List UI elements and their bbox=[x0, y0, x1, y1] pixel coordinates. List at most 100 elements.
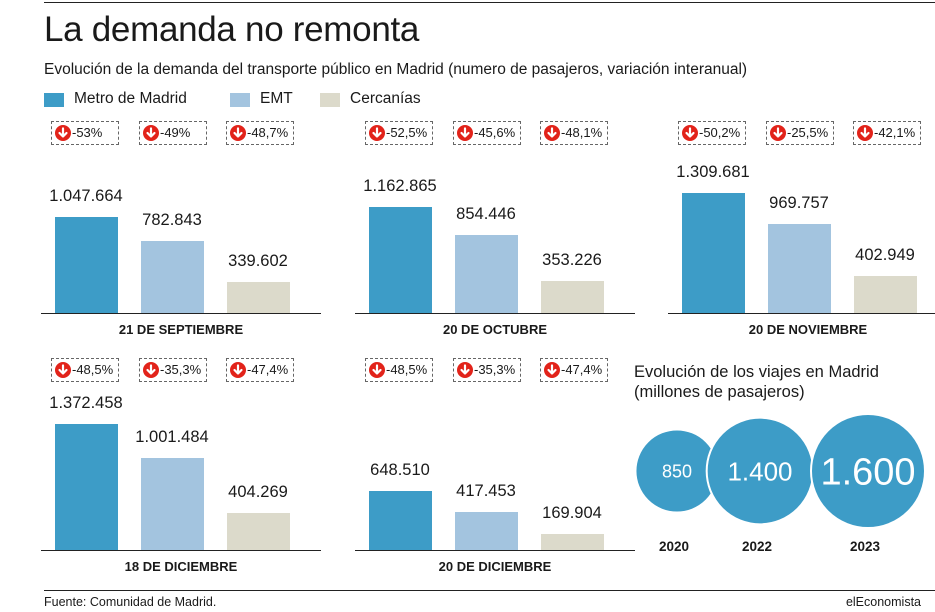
bar-value-label: 417.453 bbox=[456, 482, 516, 500]
bar-value-label: 353.226 bbox=[542, 251, 602, 269]
trips-title-line1: Evolución de los viajes en Madrid bbox=[634, 363, 879, 381]
trips-bubble-label: 1.400 bbox=[727, 456, 792, 486]
trips-title-line2: (millones de pasajeros) bbox=[634, 383, 805, 401]
arrow-down-icon bbox=[143, 362, 159, 378]
bar-value-label: 1.001.484 bbox=[135, 428, 209, 446]
change-value: -45,6% bbox=[474, 125, 516, 140]
bar-value-label: 782.843 bbox=[142, 211, 202, 229]
bar-panel: -53% 1.047.664 -49% 782.843 -48,7% 339.602 21 … bbox=[41, 121, 321, 337]
bar bbox=[854, 276, 917, 313]
bar bbox=[768, 224, 831, 313]
trips-year-label: 2020 bbox=[659, 539, 690, 554]
trips-bubble-label: 850 bbox=[662, 461, 692, 481]
bar bbox=[227, 513, 290, 550]
footer-rule bbox=[44, 590, 935, 591]
bar-value-label: 648.510 bbox=[370, 461, 430, 479]
arrow-down-icon bbox=[143, 125, 159, 141]
page-title: La demanda no remonta bbox=[44, 10, 420, 49]
bar-value-label: 1.309.681 bbox=[676, 163, 750, 181]
change-value: -35,3% bbox=[474, 362, 516, 377]
arrow-down-icon bbox=[230, 125, 246, 141]
trips-bubble-label: 1.600 bbox=[820, 452, 915, 494]
change-value: -48,7% bbox=[247, 125, 289, 140]
change-value: -52,5% bbox=[386, 125, 428, 140]
trips-year-label: 2022 bbox=[742, 539, 773, 554]
legend-label-cercanias: Cercanías bbox=[350, 90, 421, 107]
change-badge: -25,5% bbox=[766, 121, 834, 145]
bar-value-label: 1.372.458 bbox=[49, 394, 123, 412]
arrow-down-icon bbox=[55, 125, 71, 141]
change-badge: -48,5% bbox=[51, 358, 119, 382]
arrow-down-icon bbox=[544, 362, 560, 378]
change-badge: -48,1% bbox=[540, 121, 608, 145]
change-value: -35,3% bbox=[160, 362, 202, 377]
change-value: -25,5% bbox=[787, 125, 829, 140]
change-value: -47,4% bbox=[247, 362, 289, 377]
top-rule bbox=[44, 2, 935, 3]
bar bbox=[682, 193, 745, 313]
bar bbox=[55, 424, 118, 550]
change-badge: -52,5% bbox=[365, 121, 433, 145]
panel-baseline bbox=[41, 550, 321, 551]
arrow-down-icon bbox=[770, 125, 786, 141]
page-subtitle: Evolución de la demanda del transporte p… bbox=[44, 61, 748, 78]
change-value: -48,1% bbox=[561, 125, 603, 140]
bar bbox=[541, 534, 604, 550]
change-badge: -48,5% bbox=[365, 358, 433, 382]
trips-year-label: 2023 bbox=[850, 539, 881, 554]
arrow-down-icon bbox=[682, 125, 698, 141]
arrow-down-icon bbox=[369, 125, 385, 141]
trips-bubble-chart: 850 1.400 1.600 bbox=[634, 413, 925, 529]
bar-value-label: 1.047.664 bbox=[49, 187, 123, 205]
panel-date-label: 20 DE DICIEMBRE bbox=[438, 559, 552, 574]
bar-panel: -48,5% 1.372.458 -35,3% 1.001.484 -47,4% 404.… bbox=[41, 358, 321, 574]
panel-baseline bbox=[355, 550, 635, 551]
arrow-down-icon bbox=[544, 125, 560, 141]
legend-swatch-metro bbox=[44, 93, 64, 107]
panel-date-label: 21 DE SEPTIEMBRE bbox=[118, 322, 244, 337]
change-value: -53% bbox=[72, 125, 103, 140]
arrow-down-icon bbox=[369, 362, 385, 378]
change-badge: -47,4% bbox=[226, 358, 294, 382]
panel-baseline bbox=[668, 313, 935, 314]
change-badge: -35,3% bbox=[453, 358, 521, 382]
bar-value-label: 404.269 bbox=[228, 483, 288, 501]
arrow-down-icon bbox=[457, 362, 473, 378]
source-note: Fuente: Comunidad de Madrid. bbox=[44, 595, 217, 609]
bar-value-label: 402.949 bbox=[855, 246, 915, 264]
change-value: -50,2% bbox=[699, 125, 741, 140]
panel-baseline bbox=[41, 313, 321, 314]
arrow-down-icon bbox=[857, 125, 873, 141]
panel-date-label: 20 DE OCTUBRE bbox=[442, 322, 548, 337]
legend-label-metro: Metro de Madrid bbox=[74, 90, 187, 107]
change-value: -48,5% bbox=[386, 362, 428, 377]
bar bbox=[141, 241, 204, 313]
bar-value-label: 969.757 bbox=[769, 194, 829, 212]
bar-panel: -50,2% 1.309.681 -25,5% 969.757 -42,1% 402.94… bbox=[668, 121, 935, 337]
change-badge: -50,2% bbox=[678, 121, 746, 145]
bar-value-label: 339.602 bbox=[228, 252, 288, 270]
change-badge: -53% bbox=[51, 121, 119, 145]
panel-baseline bbox=[355, 313, 635, 314]
brand-logo: elEconomista bbox=[845, 595, 921, 609]
change-value: -47,4% bbox=[561, 362, 603, 377]
bar-value-label: 854.446 bbox=[456, 205, 516, 223]
bar bbox=[455, 235, 518, 313]
panel-date-label: 18 DE DICIEMBRE bbox=[124, 559, 238, 574]
bar bbox=[141, 458, 204, 550]
change-badge: -47,4% bbox=[540, 358, 608, 382]
trips-bubble bbox=[810, 413, 925, 529]
trips-chart-title: Evolución de los viajes en Madrid (millo… bbox=[634, 362, 879, 402]
change-badge: -35,3% bbox=[139, 358, 207, 382]
arrow-down-icon bbox=[230, 362, 246, 378]
bar-panel: -52,5% 1.162.865 -45,6% 854.446 -48,1% 353.22… bbox=[355, 121, 635, 337]
arrow-down-icon bbox=[457, 125, 473, 141]
change-badge: -48,7% bbox=[226, 121, 294, 145]
legend-swatch-emt bbox=[230, 93, 250, 107]
legend-swatch-cercanias bbox=[320, 93, 340, 107]
change-value: -48,5% bbox=[72, 362, 114, 377]
bar bbox=[55, 217, 118, 313]
arrow-down-icon bbox=[55, 362, 71, 378]
bar bbox=[369, 491, 432, 550]
bar-value-label: 169.904 bbox=[542, 504, 602, 522]
